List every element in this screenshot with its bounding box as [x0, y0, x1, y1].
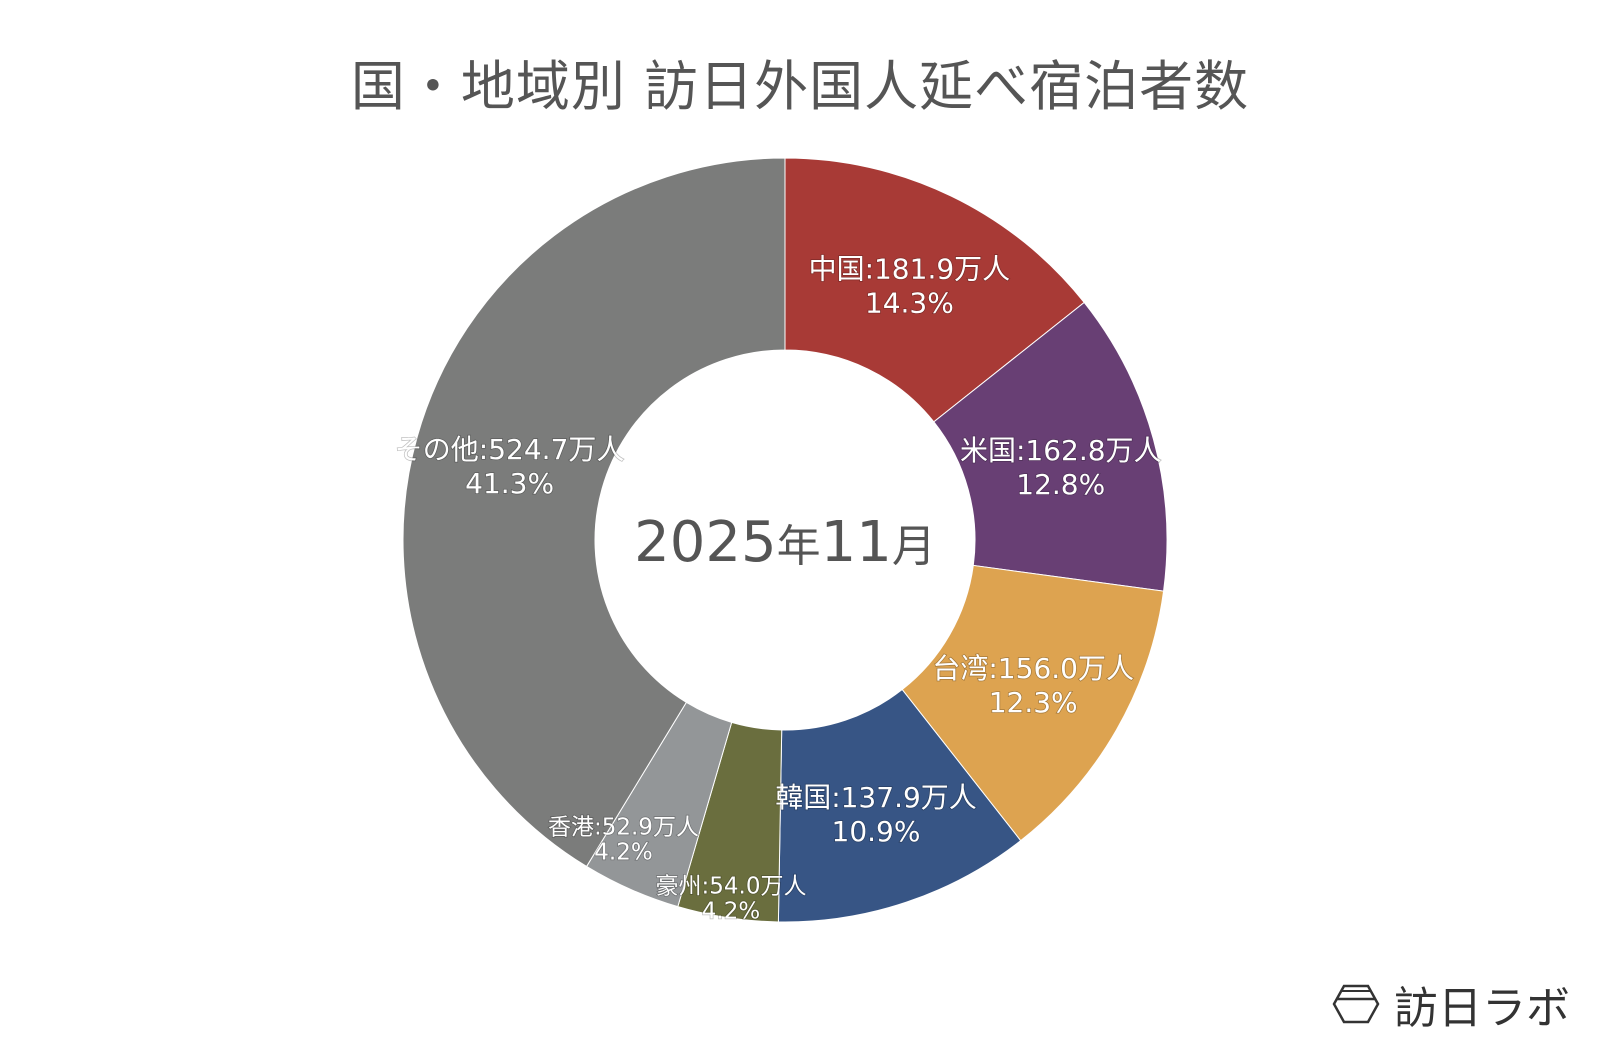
- logo: 訪日ラボ: [1332, 972, 1570, 1036]
- data-label-1: 米国:162.8万人: [960, 434, 1162, 467]
- center-date-label: 2025年11月: [585, 510, 985, 575]
- percent-label-3: 10.9%: [832, 815, 921, 848]
- center-year-unit: 年: [776, 521, 821, 572]
- data-label-6: その他:524.7万人: [395, 433, 625, 466]
- percent-label-0: 14.3%: [865, 286, 954, 319]
- percent-label-1: 12.8%: [1016, 468, 1105, 501]
- slice-2: [901, 564, 1165, 842]
- slice-1: [933, 301, 1168, 592]
- logo-text: 訪日ラボ: [1394, 983, 1570, 1034]
- percent-label-5: 4.2%: [594, 839, 652, 865]
- data-label-5: 香港:52.9万人: [548, 814, 699, 840]
- data-label-0: 中国:181.9万人: [809, 252, 1011, 285]
- percent-label-4: 4.2%: [702, 898, 760, 924]
- center-month: 11: [820, 510, 892, 575]
- center-year: 2025: [634, 510, 777, 575]
- chart-title: 国・地域別 訪日外国人延べ宿泊者数: [350, 55, 1250, 118]
- data-label-2: 台湾:156.0万人: [932, 652, 1134, 685]
- data-label-4: 豪州:54.0万人: [656, 873, 807, 899]
- slice-6: [402, 157, 786, 868]
- center-month-unit: 月: [891, 521, 936, 572]
- percent-label-6: 41.3%: [465, 467, 554, 500]
- percent-label-2: 12.3%: [989, 686, 1078, 719]
- slice-0: [784, 157, 1085, 423]
- logo-hexagon-icon: [1332, 984, 1380, 1024]
- data-label-3: 韓国:137.9万人: [775, 781, 977, 814]
